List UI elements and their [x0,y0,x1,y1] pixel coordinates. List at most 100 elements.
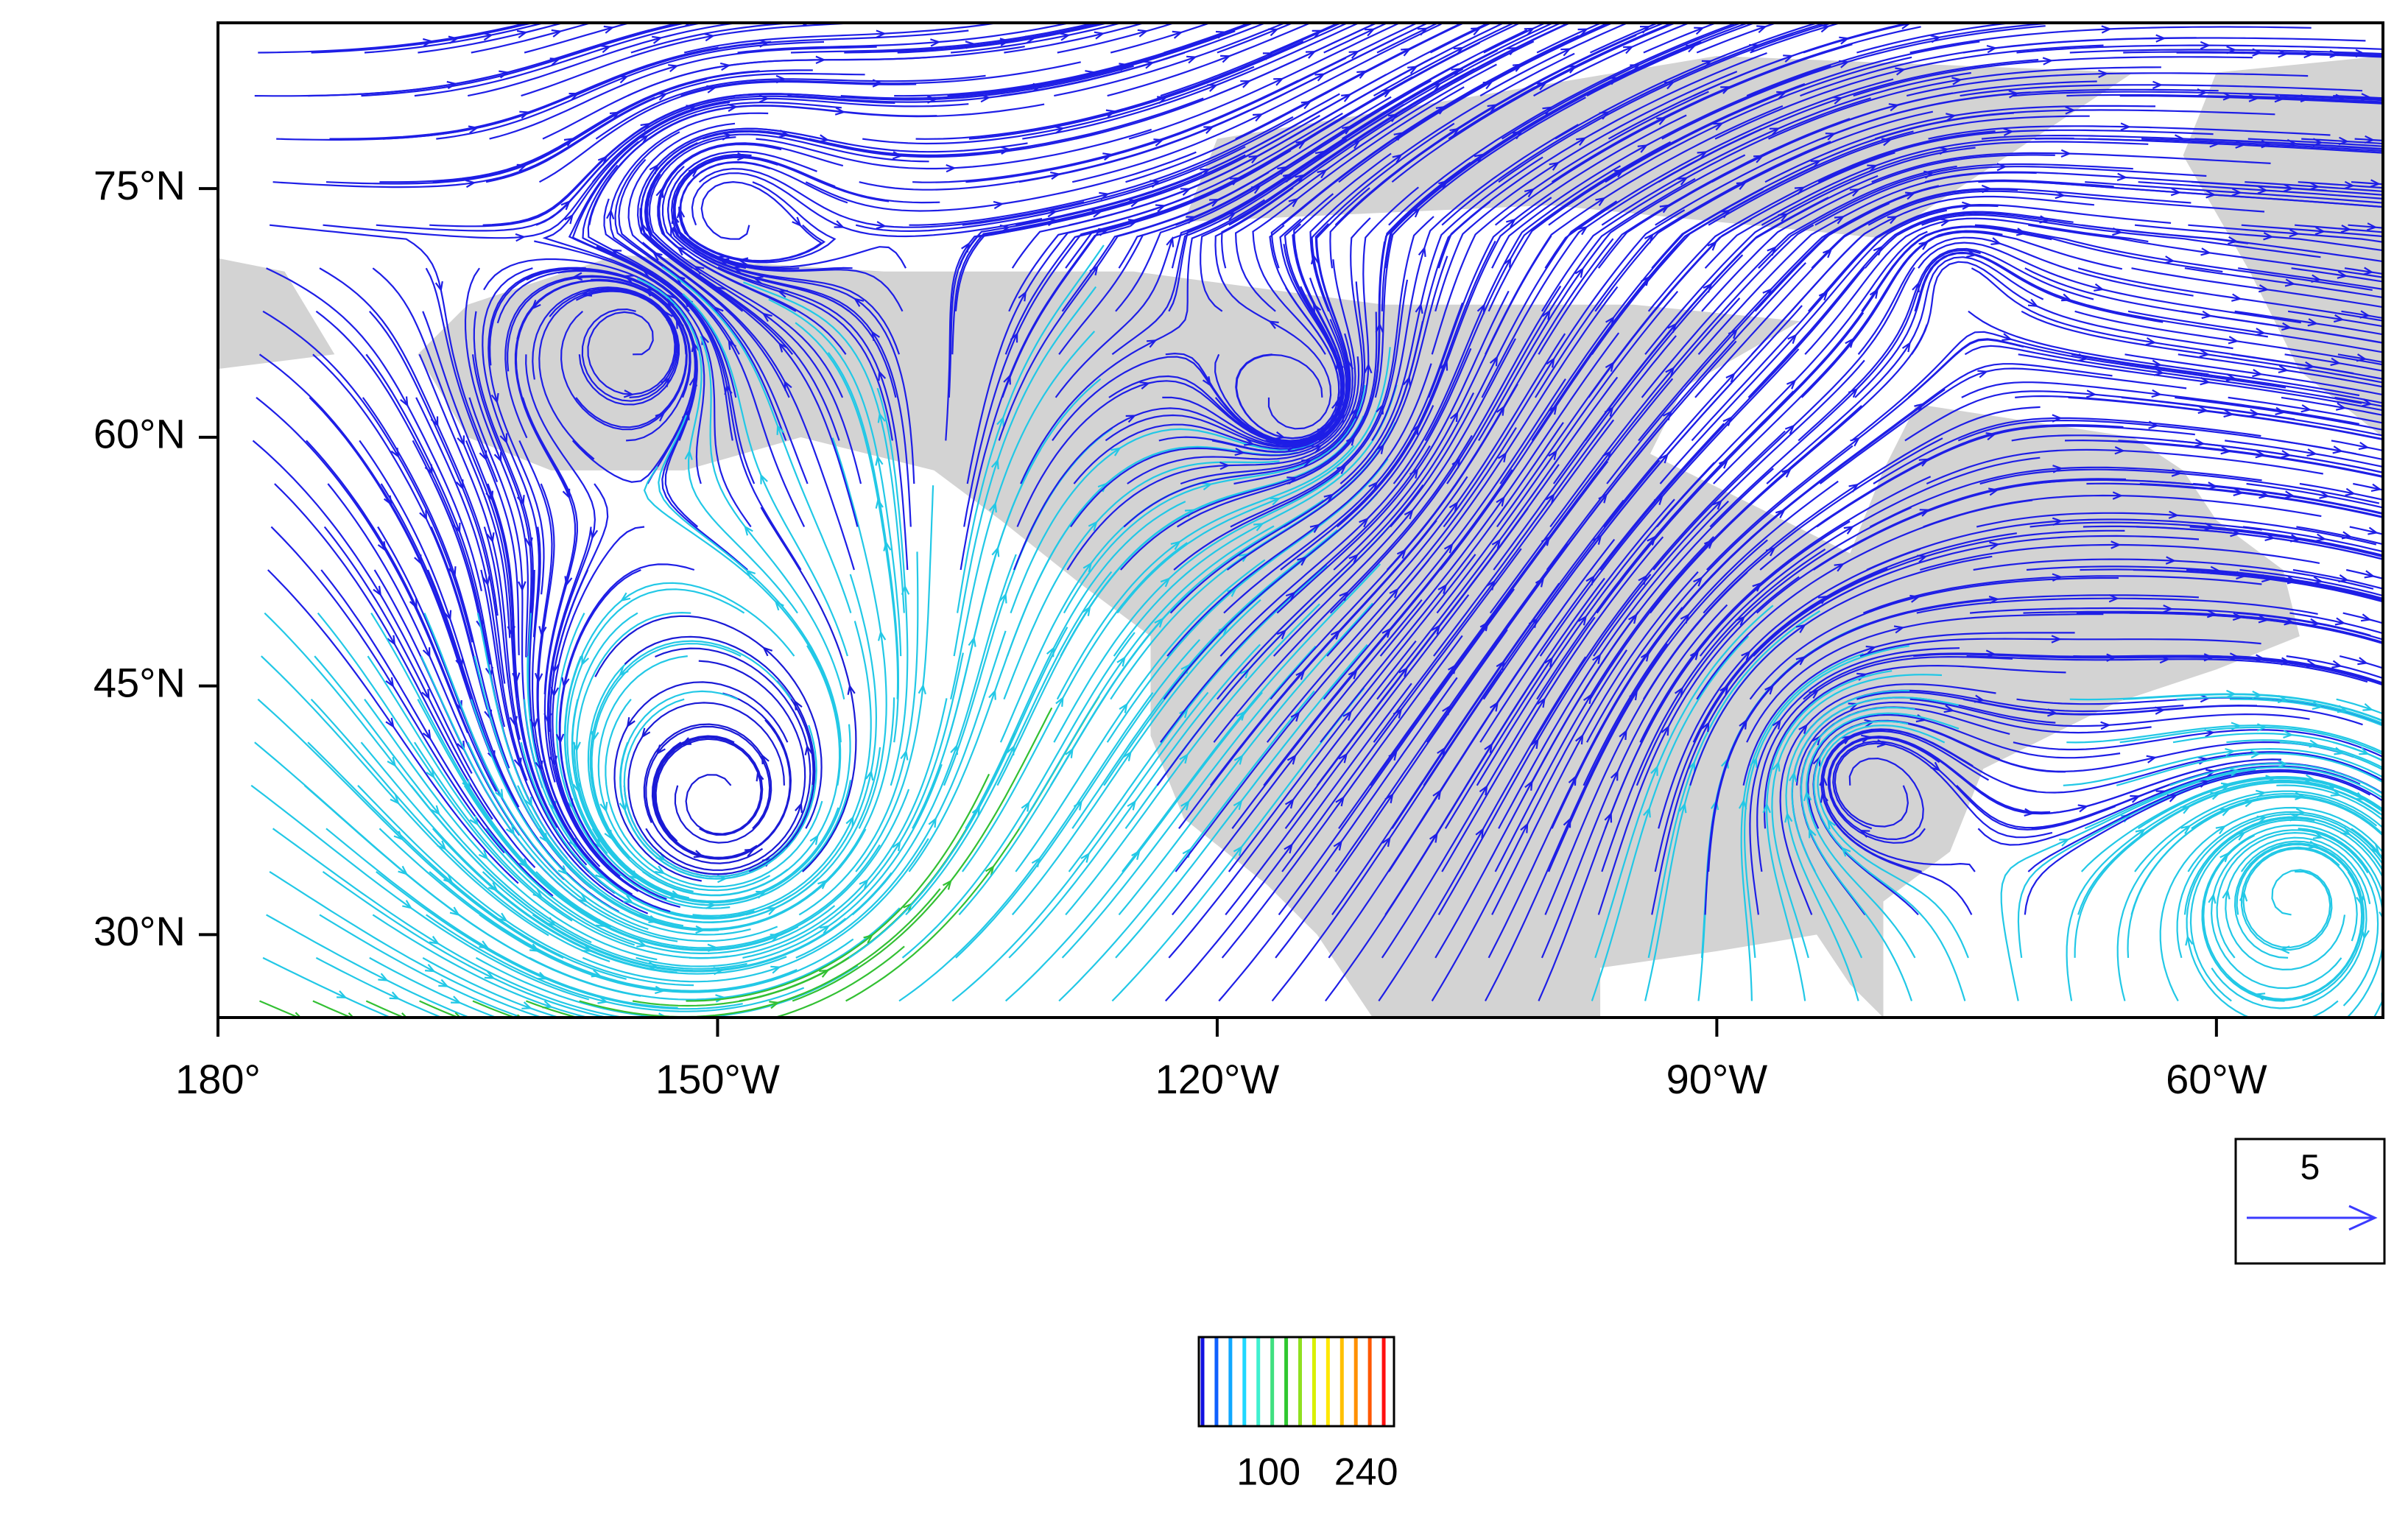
streamline-arrow [1401,48,1412,57]
streamline [258,23,532,54]
streamline-arrow [2249,409,2260,417]
streamline-arrow [2283,730,2294,738]
streamline-arrow [1548,403,1557,415]
streamline-arrow [1826,818,1837,830]
streamline [1586,23,1758,97]
streamline-arrow [1893,625,1905,634]
streamline-arrow [1155,204,1166,213]
streamline-arrow [2108,593,2119,603]
streamline-arrow [1179,752,1189,764]
streamline-arrow [1153,138,1164,147]
streamline-arrow [2239,890,2248,902]
streamline-arrow [1448,501,1459,512]
streamline [947,23,1256,97]
streamline [269,870,545,1018]
streamline-arrow [2289,229,2300,238]
streamline-arrow [2359,747,2370,755]
streamline-arrow [619,666,629,677]
streamline-arrow [1661,724,1669,736]
streamline-arrow [737,257,749,266]
streamline-arrow [1497,451,1507,463]
streamline-arrow [1524,27,1535,36]
streamline-arrow [1496,405,1505,416]
streamline-arrow [551,662,560,674]
streamline-arrow [2151,359,2163,368]
streamline-arrow [989,501,997,513]
streamline-arrow [610,249,622,258]
streamline-arrow [1338,752,1348,764]
streamline-arrow [1918,458,1930,467]
streamline-arrow [1832,96,1843,105]
axes: 180° 150°W 120°W 90°W 60°W 30°N 45°N 60°N 75°N [94,162,2267,1102]
streamline-arrow [731,266,743,274]
streamline-arrow [1125,415,1137,423]
streamline-arrow [572,782,581,794]
streamline-arrow [1623,46,1634,54]
streamline-arrow [2042,57,2054,66]
streamline-arrow [1341,94,1352,102]
streamline [2345,568,2383,580]
streamline-arrow [1276,629,1287,640]
streamline-arrow [1610,769,1619,781]
streamline-arrow [2367,526,2379,535]
streamline-arrow [2230,768,2241,777]
streamline [2242,526,2383,553]
streamline-arrow [457,435,465,447]
streamline-arrow [2228,236,2239,245]
streamline-arrow [1762,287,1772,298]
streamline [526,945,905,1018]
streamline-arrow [1720,86,1731,94]
y-tick-label: 75°N [94,162,186,208]
streamline-arrow [538,626,547,637]
streamline [364,23,548,54]
streamline-arrow [2101,25,2112,34]
streamline [2189,526,2383,558]
streamline-arrow [1583,693,1592,705]
streamline-arrow [1471,27,1482,36]
streamline-arrow [513,757,522,769]
streamline-arrow [454,699,462,711]
streamline-arrow [1786,379,1797,389]
streamline-arrow [487,882,499,892]
streamline-arrow [1491,538,1502,549]
streamline-arrow [1988,487,1999,496]
streamline-arrow [2366,222,2378,231]
streamline-arrow [1506,218,1517,228]
streamline [2134,224,2383,252]
streamline-arrow [1867,164,1878,173]
streamline [951,23,1125,54]
streamline-arrow [484,970,496,979]
streamline-arrow [1568,775,1577,786]
streamline-arrow [385,677,395,688]
streamline-arrow [1275,431,1286,440]
streamline-arrow [979,94,991,103]
streamline-arrow [2362,702,2374,711]
streamline-arrow [1080,852,1091,863]
streamline-arrow [2258,284,2270,293]
streamline-arrow [600,45,612,54]
streamline-arrow [804,744,813,755]
streamline-arrow [1233,799,1243,811]
streamline-arrow [2319,490,2330,499]
streamline-arrow [865,769,874,781]
streamline-arrow [550,686,560,698]
streamline-arrow [2361,93,2372,102]
streamline-arrow [900,749,909,761]
streamline-arrow [1154,617,1164,628]
streamline-arrow [2205,190,2217,199]
streamline-arrow [1486,579,1496,590]
streamline-arrow [373,585,382,597]
streamline-arrow [1843,526,1855,535]
streamline-arrow [479,940,490,950]
streamline-arrow [1803,790,1812,802]
streamline-arrow [2100,721,2111,730]
plot-frame [216,21,2384,1019]
streamline-arrow [875,498,884,509]
streamline-arrow [443,610,452,621]
streamline [2133,568,2383,603]
streamline-arrow [400,396,409,407]
streamline-arrow [2200,247,2211,256]
streamline-arrow [1901,341,1911,353]
streamline-arrow [1912,281,1920,293]
streamline-arrow [1630,64,1641,72]
